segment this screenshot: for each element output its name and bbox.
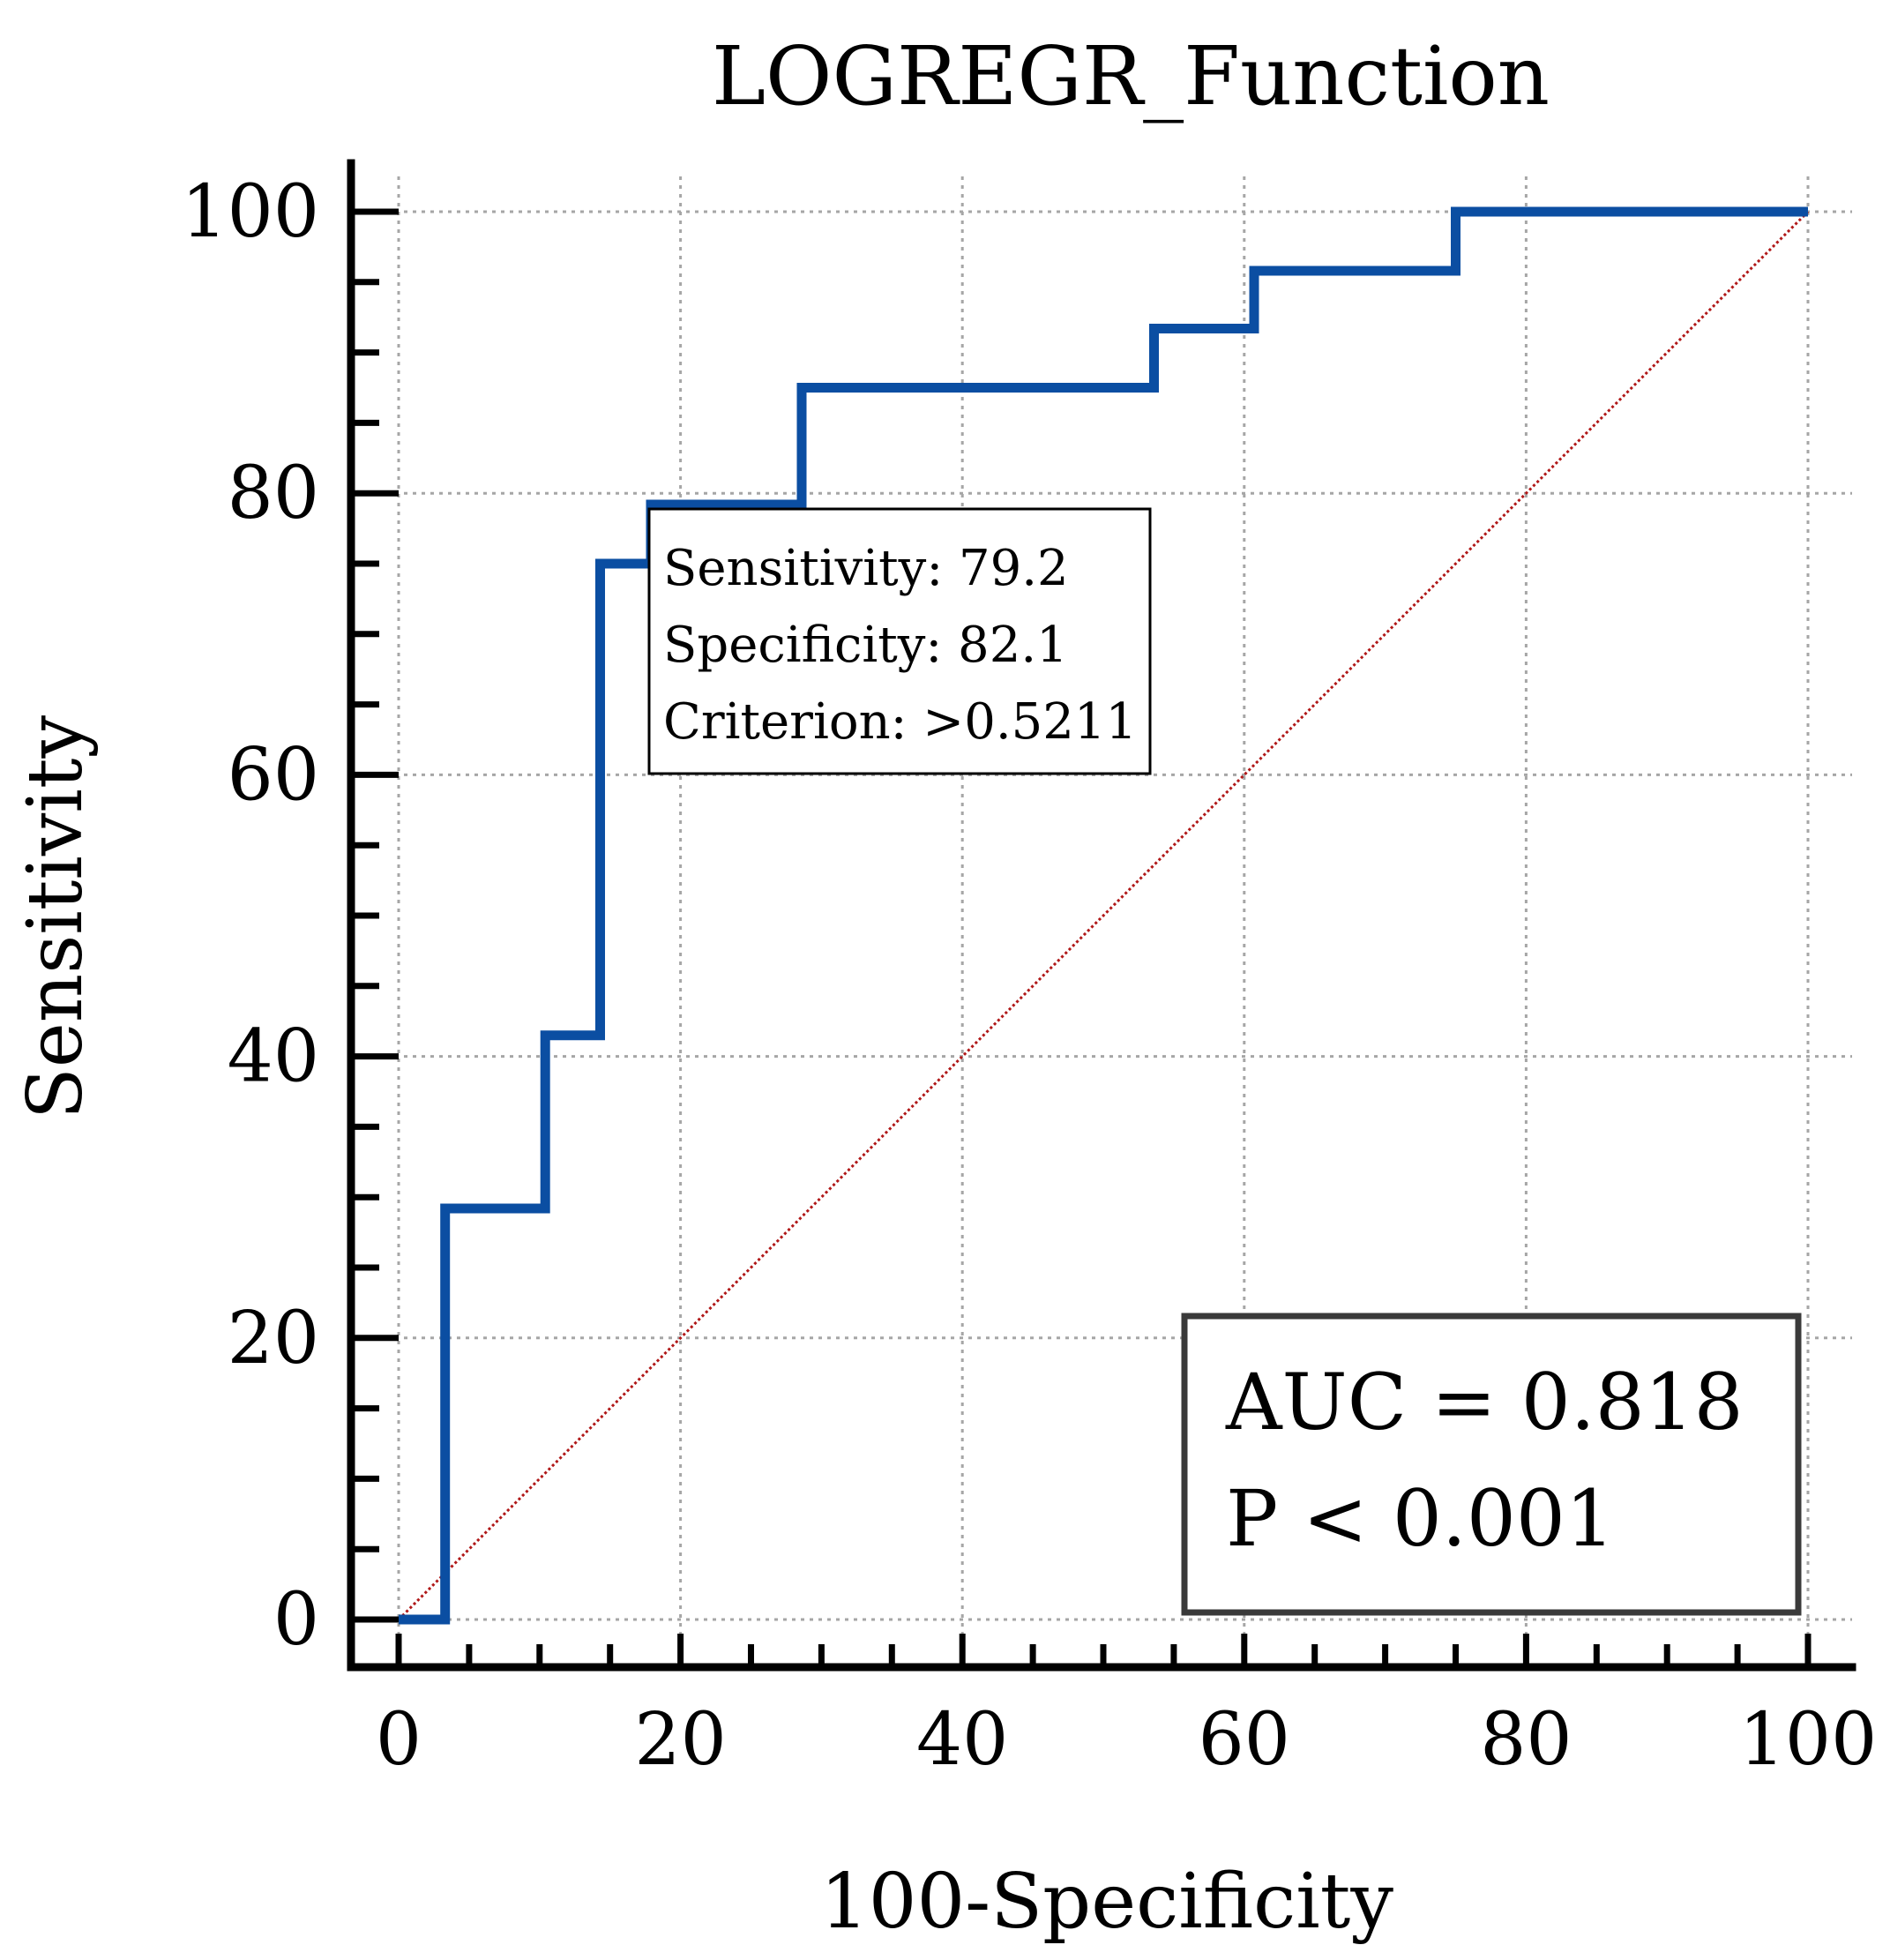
roc-curve-layer bbox=[399, 206, 1808, 1625]
criterion-annotation-box bbox=[647, 507, 1152, 775]
x-tick-label: 100 bbox=[1739, 1698, 1878, 1782]
roc-curve bbox=[399, 206, 1808, 1625]
axes-layer bbox=[347, 159, 1856, 1672]
auc-annotation-box bbox=[1181, 1313, 1802, 1616]
auc-value: AUC = 0.818 bbox=[1225, 1357, 1744, 1448]
tick-labels-layer: 0 20 40 60 80 100 0 20 40 60 80 100 bbox=[181, 170, 1877, 1782]
y-axis-title: Sensitivity bbox=[11, 715, 100, 1120]
reference-line-layer bbox=[397, 210, 1810, 1621]
y-tick-label: 80 bbox=[228, 452, 319, 535]
x-axis-title: 100-Specificity bbox=[820, 1858, 1393, 1946]
annotation-specificity: Specificity: 82.1 bbox=[663, 617, 1068, 674]
x-tick-label: 80 bbox=[1480, 1698, 1572, 1782]
p-value: P < 0.001 bbox=[1226, 1473, 1615, 1564]
x-tick-label: 40 bbox=[916, 1698, 1008, 1782]
x-tick-label: 0 bbox=[376, 1698, 422, 1782]
y-tick-label: 60 bbox=[228, 733, 319, 817]
y-tick-label: 100 bbox=[181, 170, 319, 254]
y-tick-label: 40 bbox=[228, 1015, 319, 1099]
reference-diagonal-line bbox=[397, 210, 1810, 1621]
annotation-criterion: Criterion: >0.5211 bbox=[663, 693, 1137, 751]
x-tick-label: 60 bbox=[1199, 1698, 1290, 1782]
x-tick-label: 20 bbox=[634, 1698, 726, 1782]
y-tick-label: 0 bbox=[273, 1578, 319, 1662]
criterion-annotation: Sensitivity: 79.2 Specificity: 82.1 Crit… bbox=[647, 507, 1152, 775]
annotation-sensitivity: Sensitivity: 79.2 bbox=[663, 540, 1069, 597]
y-tick-label: 20 bbox=[228, 1297, 319, 1380]
chart-title: LOGREGR_Function bbox=[712, 29, 1550, 123]
auc-annotation: AUC = 0.818 P < 0.001 bbox=[1181, 1313, 1802, 1616]
